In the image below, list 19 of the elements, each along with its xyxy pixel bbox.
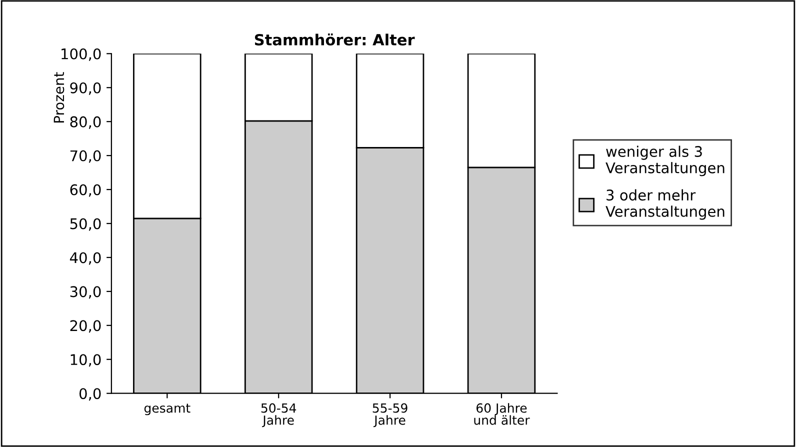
y-tick-label: 100,0 — [62, 48, 101, 61]
legend-label: 3 oder mehr Veranstaltungen — [606, 189, 724, 220]
y-tick-label: 80,0 — [70, 116, 101, 129]
y-tick-label: 20,0 — [70, 320, 101, 333]
y-tick-label: 50,0 — [70, 218, 101, 231]
y-tick-label: 60,0 — [70, 184, 101, 197]
y-tick-label: 0,0 — [79, 388, 101, 401]
y-tick-label: 30,0 — [70, 286, 101, 299]
legend-label: weniger als 3 Veranstaltungen — [606, 146, 724, 176]
y-tick-label: 70,0 — [70, 150, 101, 163]
y-axis-title: Prozent — [54, 72, 64, 122]
x-tick-label: 50-54 Jahre — [261, 403, 296, 428]
y-tick-label: 90,0 — [70, 82, 101, 95]
x-tick-label: 60 Jahre und älter — [474, 403, 530, 425]
x-tick-label: gesamt — [144, 404, 190, 416]
y-tick-label: 40,0 — [70, 252, 101, 265]
y-tick-label: 10,0 — [70, 354, 101, 367]
chart-title: Stammhörer: Alter — [254, 33, 415, 46]
x-tick-label: 55-59 Jahre — [372, 403, 408, 428]
